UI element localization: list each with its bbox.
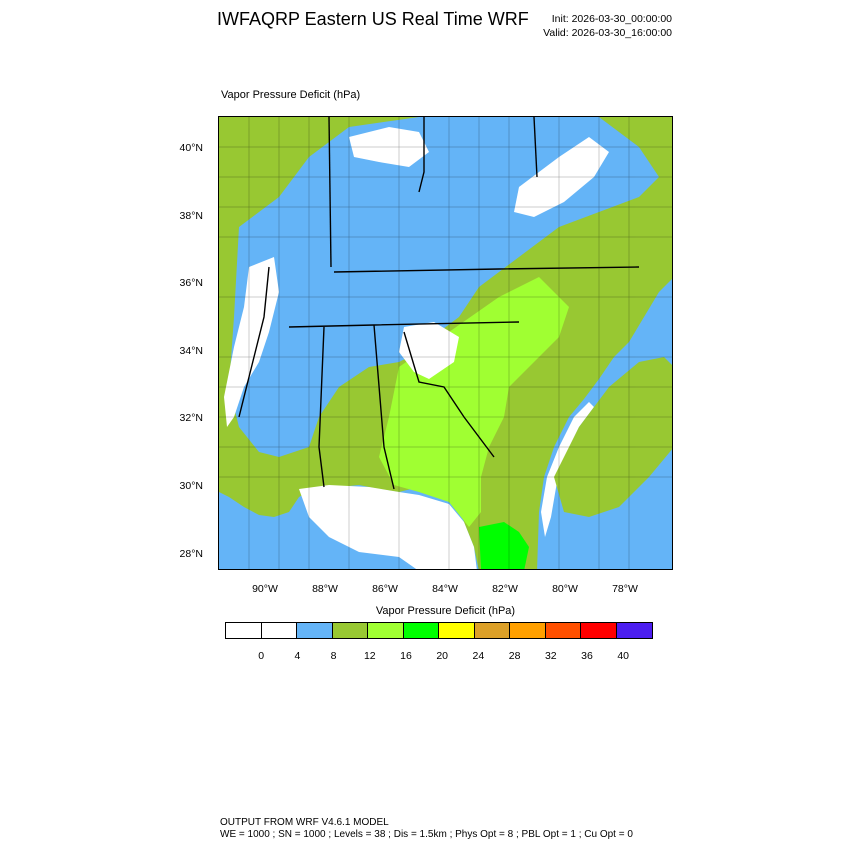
lon-label-86: 86°W — [372, 583, 398, 595]
lon-label-88: 88°W — [312, 583, 338, 595]
light-green-region — [379, 277, 569, 527]
colorbar-swatch-5 — [403, 623, 439, 638]
lat-label-36: 36°N — [179, 277, 203, 289]
colorbar-label-28: 28 — [508, 650, 521, 662]
colorbar-label-40: 40 — [617, 650, 630, 662]
lon-label-90: 90°W — [252, 583, 278, 595]
colorbar-swatch-1 — [261, 623, 297, 638]
gulf-white-area — [299, 485, 477, 569]
colorbar-label-4: 4 — [294, 650, 301, 662]
county-grid — [219, 117, 672, 569]
colorbar-swatch-8 — [510, 623, 546, 638]
lat-label-30: 30°N — [179, 480, 203, 492]
model-footer: OUTPUT FROM WRF V4.6.1 MODEL WE = 1000 ;… — [220, 817, 633, 841]
footer-line-2: WE = 1000 ; SN = 1000 ; Levels = 38 ; Di… — [220, 829, 633, 840]
colorbar-label-12: 12 — [363, 650, 376, 662]
colorbar-swatch-0 — [226, 623, 262, 638]
colorbar-swatch-6 — [439, 623, 475, 638]
lat-label-28: 28°N — [179, 548, 203, 560]
lat-label-32: 32°N — [179, 412, 203, 424]
vpd-map — [218, 116, 673, 570]
florida-bright-green — [479, 522, 529, 569]
colorbar-label-32: 32 — [544, 650, 557, 662]
lon-label-82: 82°W — [492, 583, 518, 595]
colorbar — [225, 622, 653, 639]
field-label: Vapor Pressure Deficit (hPa) — [221, 89, 361, 101]
colorbar-label-16: 16 — [400, 650, 412, 662]
colorbar-swatch-10 — [581, 623, 617, 638]
lon-label-78: 78°W — [612, 583, 638, 595]
colorbar-swatch-7 — [474, 623, 510, 638]
lat-label-38: 38°N — [179, 210, 203, 222]
colorbar-swatch-2 — [297, 623, 333, 638]
footer-line-1: OUTPUT FROM WRF V4.6.1 MODEL — [220, 817, 389, 828]
colorbar-label-36: 36 — [581, 650, 593, 662]
lon-label-80: 80°W — [552, 583, 578, 595]
map-canvas — [219, 117, 672, 569]
valid-time: Valid: 2026-03-30_16:00:00 — [543, 27, 672, 39]
colorbar-swatch-3 — [332, 623, 368, 638]
colorbar-title: Vapor Pressure Deficit (hPa) — [375, 605, 516, 617]
colorbar-swatch-11 — [616, 623, 652, 638]
colorbar-swatch-4 — [368, 623, 404, 638]
init-time: Init: 2026-03-30_00:00:00 — [551, 13, 672, 25]
chart-title: IWFAQRP Eastern US Real Time WRF — [217, 9, 529, 29]
colorbar-label-24: 24 — [472, 650, 485, 662]
lon-label-84: 84°W — [432, 583, 458, 595]
lat-label-40: 40°N — [179, 142, 203, 154]
atlantic-white-strip — [541, 402, 594, 537]
colorbar-label-8: 8 — [330, 650, 337, 662]
colorbar-swatch-9 — [545, 623, 581, 638]
colorbar-label-0: 0 — [258, 650, 265, 662]
colorbar-label-20: 20 — [436, 650, 449, 662]
run-times: Init: 2026-03-30_00:00:00 Valid: 2026-03… — [530, 12, 672, 40]
lat-label-34: 34°N — [179, 345, 203, 357]
